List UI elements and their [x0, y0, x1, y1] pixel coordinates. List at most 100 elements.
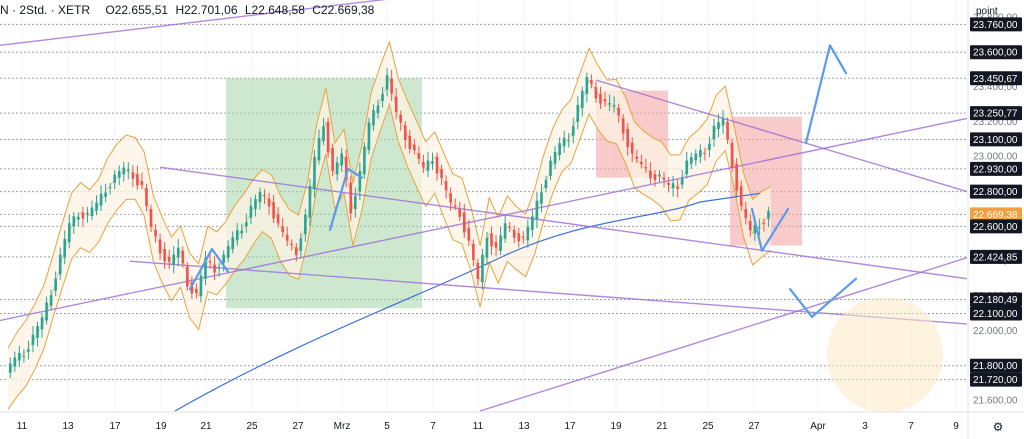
- candle-body: [394, 96, 398, 112]
- candle-body: [77, 216, 80, 220]
- candle-body: [612, 104, 616, 107]
- time-tick-label: 13: [518, 421, 530, 432]
- candle-body: [27, 349, 30, 352]
- bollinger-middle: [7, 77, 771, 373]
- candle-body: [767, 211, 770, 219]
- price-tag-label: 23.600,00: [973, 48, 1018, 59]
- candle-body: [521, 236, 525, 238]
- candle-body: [730, 142, 734, 169]
- candle-body: [403, 125, 407, 141]
- symbol-header: N · 2Std. · XETR O22.655,51 H22.701,06 L…: [0, 3, 378, 17]
- candle-body: [553, 151, 557, 164]
- candle-body: [558, 143, 561, 155]
- candle-body: [735, 163, 738, 191]
- candle-body: [99, 193, 103, 206]
- candle-body: [195, 289, 198, 293]
- price-tag-label: 23.100,00: [973, 135, 1018, 146]
- candle-body: [117, 171, 121, 178]
- candle-body: [603, 99, 607, 102]
- price-tag: [970, 306, 1022, 321]
- candle-body: [440, 168, 443, 178]
- price-tag-label: 22.930,00: [973, 164, 1018, 175]
- scale-mode-label[interactable]: point: [976, 6, 998, 17]
- candle-body: [272, 202, 275, 219]
- candle-body: [367, 122, 371, 150]
- candle-body: [249, 205, 253, 218]
- candle-body: [703, 153, 707, 155]
- candle-body: [158, 239, 162, 254]
- candle-body: [86, 212, 89, 215]
- candle-body: [95, 202, 98, 211]
- candle-body: [621, 118, 625, 134]
- candle-body: [472, 243, 475, 260]
- candle-body: [317, 137, 321, 161]
- candle-body: [744, 208, 748, 219]
- close-value: C22.669,38: [312, 3, 375, 17]
- symbol-label[interactable]: N · 2Std. · XETR: [0, 3, 91, 17]
- candle-body: [585, 76, 589, 95]
- candle-body: [226, 245, 230, 258]
- candle-body: [571, 126, 575, 136]
- candle-body: [721, 118, 725, 126]
- settings-icon[interactable]: ⚙: [992, 420, 1004, 434]
- candle-body: [363, 146, 366, 175]
- candle-body: [671, 183, 675, 189]
- candle-body: [31, 334, 35, 345]
- candle-body: [376, 105, 380, 114]
- candle-body: [140, 181, 144, 185]
- candle-body: [399, 114, 403, 123]
- candle-body: [417, 153, 421, 159]
- candle-body: [240, 230, 244, 234]
- candle-body: [285, 235, 289, 241]
- candle-body: [444, 181, 448, 191]
- candle-body: [22, 356, 26, 358]
- candle-body: [344, 156, 348, 180]
- trendline: [595, 79, 968, 193]
- candle-body: [630, 142, 634, 154]
- candle-body: [36, 326, 39, 338]
- candle-body: [608, 103, 611, 105]
- price-tag: [970, 161, 1022, 176]
- candle-body: [499, 235, 502, 251]
- price-tag-label: 22.424,85: [973, 252, 1018, 263]
- bollinger-fill: [8, 41, 771, 410]
- candle-body: [762, 222, 766, 224]
- candle-body: [167, 256, 171, 262]
- time-tick-label: 5: [384, 421, 390, 432]
- candle-body: [372, 110, 375, 126]
- price-tag: [970, 45, 1022, 60]
- price-tag: [970, 292, 1022, 307]
- candle-body: [408, 135, 412, 149]
- time-tick-label: 17: [109, 421, 121, 432]
- candle-body: [748, 221, 752, 231]
- price-tick-label: 23.200,00: [973, 117, 1018, 128]
- trendline: [479, 257, 968, 412]
- candle-body: [739, 186, 743, 206]
- price-tag: [970, 71, 1022, 86]
- candle-body: [526, 226, 530, 241]
- candle-body: [258, 191, 262, 203]
- candle-body: [122, 167, 126, 175]
- candle-body: [467, 228, 471, 241]
- candle-body: [208, 261, 212, 263]
- candle-body: [549, 160, 552, 176]
- candle-body: [136, 174, 139, 186]
- trendline: [159, 166, 968, 280]
- moving-average: [174, 192, 761, 412]
- trend-arrow: [788, 277, 858, 319]
- candle-body: [154, 229, 157, 237]
- candle-body: [381, 94, 384, 102]
- bollinger-lower: [7, 102, 772, 410]
- candle-body: [267, 198, 271, 207]
- candle-body: [354, 195, 357, 209]
- candle-body: [390, 78, 393, 94]
- time-tick-label: 21: [200, 421, 212, 432]
- candle-body: [662, 177, 666, 180]
- candle-body: [535, 200, 539, 220]
- candle-body: [213, 264, 216, 273]
- candle-body: [689, 157, 693, 164]
- candle-body: [599, 94, 602, 104]
- candle-body: [512, 229, 516, 238]
- candle-body: [490, 233, 493, 247]
